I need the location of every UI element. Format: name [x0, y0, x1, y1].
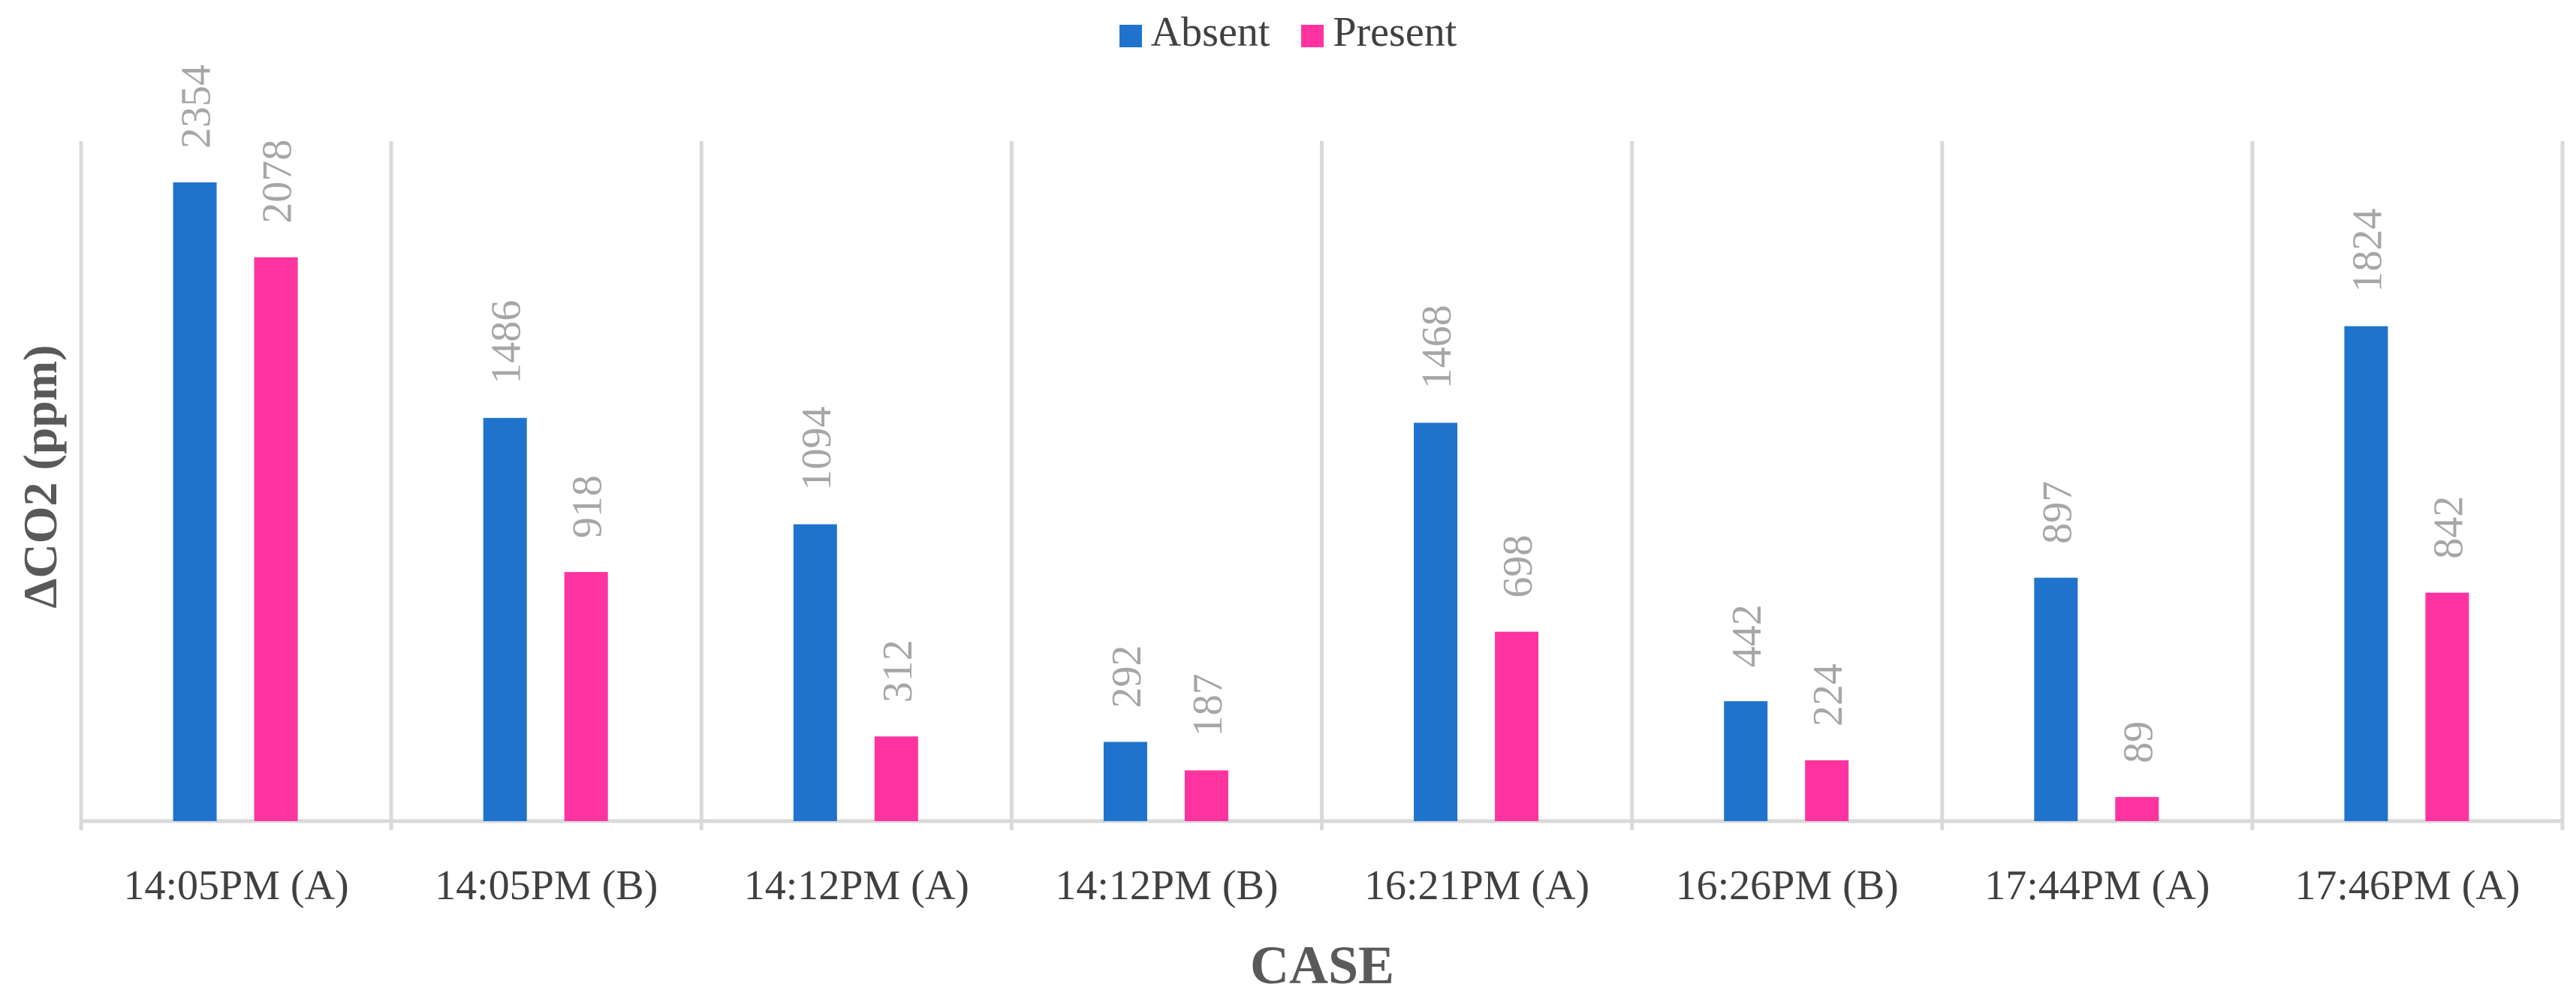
data-label-absent: 292	[1104, 645, 1150, 708]
bar-absent	[1103, 742, 1147, 821]
data-label-present: 187	[1185, 673, 1231, 736]
legend-item-absent: Absent	[1119, 8, 1270, 56]
x-tick-label: 14:05PM (B)	[435, 862, 658, 909]
bar-absent	[173, 182, 217, 821]
data-label-present: 698	[1495, 535, 1541, 598]
data-label-present: 918	[565, 475, 611, 538]
bar-present	[564, 572, 608, 821]
data-label-absent: 442	[1724, 604, 1770, 667]
bar-absent	[1724, 701, 1768, 821]
legend-item-present: Present	[1301, 8, 1457, 56]
legend-label-absent: Absent	[1150, 9, 1270, 56]
x-tick-label: 16:21PM (A)	[1364, 862, 1589, 909]
x-axis-title: CASE	[1250, 935, 1394, 995]
legend: Absent Present	[0, 5, 2576, 56]
legend-swatch-present	[1301, 25, 1324, 48]
x-tick-labels-group: 14:05PM (A) 14:05PM (B) 14:12PM (A) 14:12PM…	[123, 862, 2520, 909]
x-tick-label: 16:26PM (B)	[1676, 862, 1899, 909]
data-label-present: 312	[875, 639, 921, 703]
bar-present	[1805, 760, 1849, 821]
x-tick-label: 14:12PM (A)	[744, 862, 969, 909]
bar-present	[2425, 592, 2469, 821]
x-tick-label: 17:46PM (A)	[2294, 862, 2520, 909]
data-label-absent: 1824	[2344, 209, 2391, 293]
bar-present	[2115, 796, 2159, 821]
legend-swatch-absent	[1119, 25, 1142, 48]
y-axis-title: ΔCO2 (ppm)	[14, 345, 67, 608]
data-labels-group: 2354 2078 1486 918 1094 312 292 187 1468 698 442 22…	[173, 65, 2472, 763]
data-label-present: 224	[1805, 663, 1851, 727]
bars-group	[173, 182, 2469, 821]
x-tick-label: 14:12PM (B)	[1055, 862, 1278, 909]
bar-present	[254, 257, 298, 821]
data-label-present: 89	[2115, 721, 2162, 763]
legend-label-present: Present	[1333, 9, 1457, 56]
bar-absent	[2344, 326, 2388, 821]
data-label-absent: 1486	[484, 300, 530, 384]
x-tick-label: 17:44PM (A)	[1984, 862, 2210, 909]
category-separators	[79, 141, 2565, 830]
bar-present	[1184, 770, 1228, 821]
bar-absent	[1414, 423, 1458, 821]
data-label-absent: 2354	[173, 65, 220, 149]
bar-present	[1495, 631, 1539, 821]
bar-absent	[793, 524, 837, 821]
data-label-absent: 897	[2034, 481, 2080, 544]
x-tick-label: 14:05PM (A)	[123, 862, 348, 909]
data-label-present: 2078	[255, 140, 301, 224]
data-label-absent: 1468	[1414, 305, 1460, 389]
bar-absent	[2034, 577, 2078, 821]
data-label-present: 842	[2425, 496, 2472, 559]
bar-present	[874, 736, 918, 821]
data-label-absent: 1094	[794, 407, 840, 491]
bar-absent	[483, 417, 527, 821]
